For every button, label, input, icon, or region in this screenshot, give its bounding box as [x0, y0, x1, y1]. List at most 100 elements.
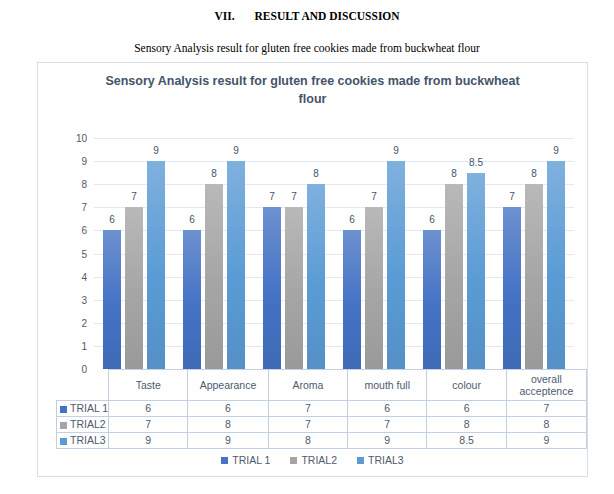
bar-group-2: 778: [254, 138, 334, 369]
data-label: 9: [233, 146, 239, 156]
table-value-cell: 9: [109, 433, 188, 449]
legend-key-icon: [357, 457, 364, 464]
bar-trial2-0: 7: [125, 207, 143, 369]
table-value-cell: 9: [348, 433, 427, 449]
category-header-cell: Aroma: [268, 370, 347, 401]
chart-title: Sensory Analysis result for gluten free …: [93, 72, 533, 108]
bar-trial1-2: 7: [263, 207, 281, 369]
bar-group-1: 689: [174, 138, 254, 369]
series-row-label: TRIAL 1: [57, 401, 109, 417]
series-row-label: TRIAL3: [57, 433, 109, 449]
figure-caption: Sensory Analysis result for gluten free …: [0, 42, 614, 54]
legend-item: TRIAL2: [290, 454, 337, 466]
bar-trial1-1: 6: [183, 230, 201, 369]
table-value-cell: 8: [506, 417, 586, 433]
data-label: 9: [553, 146, 559, 156]
y-axis-tick-label: 5: [63, 250, 87, 260]
bar-trial3-1: 9: [227, 161, 245, 369]
bar-trial1-5: 7: [503, 207, 521, 369]
section-number: VII.: [214, 10, 234, 22]
bar-group-4: 688.5: [414, 138, 494, 369]
legend-label: TRIAL3: [368, 454, 404, 466]
table-value-cell: 7: [348, 417, 427, 433]
data-label: 8: [451, 169, 457, 179]
bar-trial1-4: 6: [423, 230, 441, 369]
y-axis-tick-label: 1: [63, 342, 87, 352]
document-page: VII. RESULT AND DISCUSSION Sensory Analys…: [0, 0, 614, 494]
table-value-cell: 6: [109, 401, 188, 417]
y-axis-tick-label: 10: [63, 134, 87, 144]
plot-area: 012345678910679689778679688.5789: [94, 138, 574, 369]
table-value-cell: 7: [268, 417, 347, 433]
data-label: 7: [269, 192, 275, 202]
legend-item: TRIAL3: [357, 454, 404, 466]
table-value-cell: 8: [427, 417, 506, 433]
table-value-cell: 7: [109, 417, 188, 433]
section-heading: VII. RESULT AND DISCUSSION: [0, 10, 614, 22]
table-value-cell: 6: [427, 401, 506, 417]
category-header-cell: overall acceptence: [506, 370, 586, 401]
bar-trial2-3: 7: [365, 207, 383, 369]
table-row: TRIAL2787788: [57, 417, 587, 433]
data-label: 7: [509, 192, 515, 202]
data-label: 7: [371, 192, 377, 202]
category-header-cell: mouth full: [348, 370, 427, 401]
data-label: 8: [211, 169, 217, 179]
table-value-cell: 8: [188, 417, 268, 433]
bar-trial3-5: 9: [547, 161, 565, 369]
section-title: RESULT AND DISCUSSION: [255, 10, 400, 22]
series-row-label: TRIAL2: [57, 417, 109, 433]
bar-chart: Sensory Analysis result for gluten free …: [37, 62, 588, 477]
data-label: 8: [313, 169, 319, 179]
data-label: 6: [109, 215, 115, 225]
chart-data-table: TasteAppearanceAromamouth fullcolourover…: [56, 369, 587, 449]
y-axis-tick-label: 7: [63, 203, 87, 213]
bar-trial3-2: 8: [307, 184, 325, 369]
legend-key-icon: [290, 457, 297, 464]
legend-label: TRIAL 1: [232, 454, 270, 466]
table-value-cell: 9: [188, 433, 268, 449]
y-axis-tick-label: 6: [63, 226, 87, 236]
table-header-row: TasteAppearanceAromamouth fullcolourover…: [57, 370, 587, 401]
bar-trial2-2: 7: [285, 207, 303, 369]
table-value-cell: 9: [506, 433, 586, 449]
bar-trial3-4: 8.5: [467, 173, 485, 369]
category-header-cell: colour: [427, 370, 506, 401]
y-axis-tick-label: 3: [63, 296, 87, 306]
table-value-cell: 6: [348, 401, 427, 417]
data-label: 9: [393, 146, 399, 156]
y-axis-tick-label: 4: [63, 273, 87, 283]
table-value-cell: 6: [188, 401, 268, 417]
data-label: 7: [291, 192, 297, 202]
category-header-cell: Appearance: [188, 370, 268, 401]
bar-trial2-4: 8: [445, 184, 463, 369]
bar-group-5: 789: [494, 138, 574, 369]
legend-item: TRIAL 1: [221, 454, 270, 466]
bar-trial2-5: 8: [525, 184, 543, 369]
series-key-icon: [60, 438, 67, 445]
legend-key-icon: [221, 457, 228, 464]
bar-group-0: 679: [94, 138, 174, 369]
bar-trial3-0: 9: [147, 161, 165, 369]
series-key-icon: [60, 422, 67, 429]
data-label: 6: [349, 215, 355, 225]
data-label: 6: [189, 215, 195, 225]
y-axis-tick-label: 8: [63, 180, 87, 190]
bar-trial1-0: 6: [103, 230, 121, 369]
series-key-icon: [60, 406, 67, 413]
data-label: 8.5: [469, 158, 483, 168]
category-header-cell: Taste: [109, 370, 188, 401]
y-axis-tick-label: 2: [63, 319, 87, 329]
data-label: 8: [531, 169, 537, 179]
y-axis-tick-label: 9: [63, 157, 87, 167]
data-label: 6: [429, 215, 435, 225]
bar-trial3-3: 9: [387, 161, 405, 369]
data-label: 7: [131, 192, 137, 202]
bar-group-3: 679: [334, 138, 414, 369]
bar-trial2-1: 8: [205, 184, 223, 369]
table-row: TRIAL399898.59: [57, 433, 587, 449]
table-corner-cell: [57, 370, 109, 401]
table-value-cell: 8.5: [427, 433, 506, 449]
table-row: TRIAL 1667667: [57, 401, 587, 417]
table-value-cell: 8: [268, 433, 347, 449]
